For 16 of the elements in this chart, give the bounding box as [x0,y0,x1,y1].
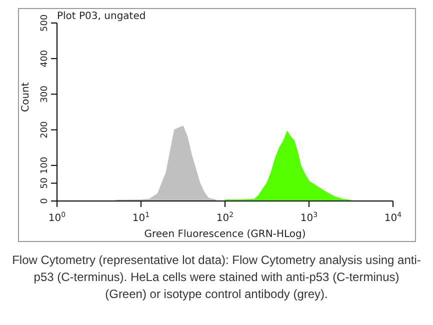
y-axis-title: Count [20,82,32,112]
y-tick-label: 400 [40,50,50,68]
y-tick-label: 200 [40,120,50,138]
x-tick-label: 10$^{2}$ [216,211,234,224]
x-tick-label: 10$^{0}$ [48,211,66,224]
x-tick-label: 10$^{3}$ [300,211,318,224]
y-tick-label: 500 [40,14,50,32]
x-tick-label: 10$^{1}$ [132,211,150,224]
x-tick-label: 10$^{4}$ [384,211,402,224]
text: Flow Cytometry (representative lot data): Flow Cytometry analysis using anti-p53 (C-terminus). HeLa cells were stained with anti-p53 (C-terminus) (Green) or isotype control antibody (grey). [12,252,421,303]
y-tick-label: 100 [40,156,50,174]
y-tick-label: 0 [40,198,50,204]
y-tick-label: 300 [40,85,50,103]
chart-title: Plot P03, ungated [57,11,146,22]
x-axis-title: Green Fluorescence (GRN-HLog) [144,229,306,240]
y-tick-label: 50 [40,177,50,189]
